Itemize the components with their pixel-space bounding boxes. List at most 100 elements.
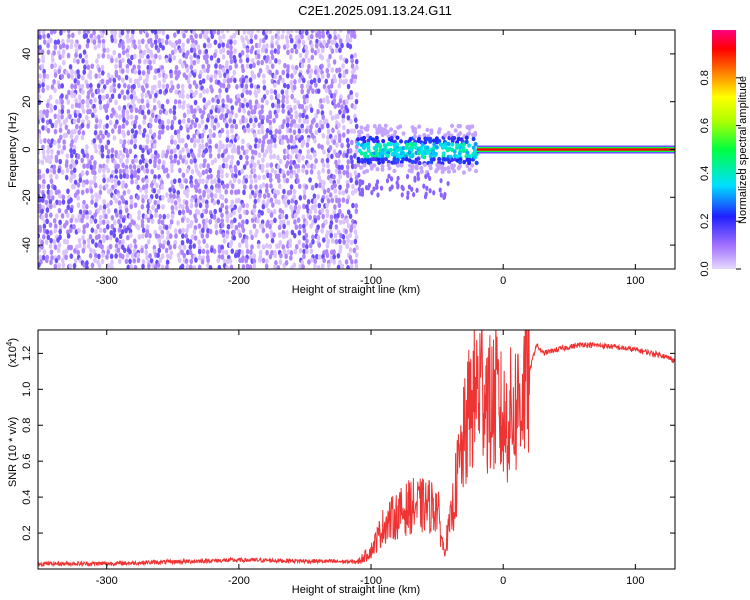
spectrogram-cell: [206, 257, 210, 264]
spectrogram-cell: [49, 178, 54, 185]
spectrogram-cell: [60, 148, 64, 155]
spectrogram-cell: [138, 129, 142, 135]
spectrogram-cell: [220, 168, 224, 175]
spectrogram-cell: [210, 33, 215, 40]
spectrogram-cell: [274, 128, 279, 135]
spectrogram-cell: [162, 159, 166, 166]
spectrogram-cell: [97, 42, 101, 49]
spectrogram-cell: [262, 79, 266, 85]
spectrogram-cell: [334, 238, 339, 245]
spectrogram-cell: [45, 112, 49, 119]
spectrogram-cell: [380, 154, 385, 159]
spectrogram-cell: [137, 39, 142, 45]
spectrogram-cell: [77, 227, 81, 234]
spectrogram-cell: [385, 178, 390, 184]
spectrogram-cell: [257, 192, 262, 199]
spectrogram-cell: [174, 69, 178, 76]
spectrogram-cell: [314, 112, 318, 119]
spectrogram-cell: [161, 30, 166, 36]
spectrogram-cell: [180, 62, 185, 69]
spectrogram-cell: [210, 192, 214, 199]
spectrogram-cell: [132, 164, 137, 170]
spectrogram-cell: [256, 59, 261, 66]
spectrogram-cell: [230, 127, 234, 134]
spectrogram-cell: [94, 197, 99, 204]
spectrogram-cell: [126, 38, 130, 44]
spectrogram-cell: [89, 82, 93, 89]
spectrogram-cell: [348, 37, 353, 43]
spectrogram-cell: [262, 84, 267, 91]
spectrogram-cell: [330, 115, 335, 121]
spectrogram-cell: [248, 193, 253, 200]
spectrogram-cell: [293, 123, 298, 129]
spectrogram-cell: [97, 253, 101, 260]
spectrogram-cell: [137, 44, 142, 50]
spectrogram-cell: [266, 139, 271, 145]
spectrogram-cell: [142, 128, 147, 134]
spectrogram-cell: [81, 130, 86, 136]
spectrogram-cell: [189, 158, 194, 165]
spectrogram-cell: [117, 52, 122, 59]
spectrogram-cell: [224, 204, 229, 211]
spectrogram-cell: [337, 164, 342, 171]
spectrogram-cell: [217, 264, 222, 269]
spectrogram-cell: [106, 249, 111, 255]
spectrogram-cell: [168, 254, 173, 260]
spectrogram-cell: [225, 209, 229, 216]
spectrogram-cell: [136, 224, 141, 231]
y-tick-label: 0: [21, 146, 33, 152]
spectrogram-cell: [156, 67, 161, 74]
spectrogram-cell: [204, 168, 209, 175]
spectrogram-cell: [73, 248, 77, 254]
colorbar-gradient: [712, 30, 736, 269]
spectrogram-cell: [350, 63, 355, 69]
spectrogram-cell: [56, 237, 60, 243]
spectrogram-cell: [96, 53, 101, 59]
spectrogram-cell: [41, 173, 46, 179]
spectrogram-cell: [344, 152, 349, 159]
spectrogram-cell: [161, 83, 166, 90]
spectrogram-cell: [204, 223, 208, 230]
spectrogram-cell: [194, 187, 199, 193]
spectrogram-cell: [422, 132, 427, 138]
spectrogram-cell: [269, 162, 274, 168]
spectrogram-cell: [241, 238, 245, 244]
spectrogram-cell: [290, 229, 295, 236]
colorbar-label: Normalized spectral amplitude: [737, 76, 749, 224]
spectrogram-cell: [210, 179, 214, 185]
spectrogram-cell: [237, 97, 241, 104]
spectrogram-cell: [326, 198, 331, 204]
spectrogram-cell: [85, 210, 89, 216]
spectrogram-cell: [121, 238, 125, 245]
spectrogram-cell: [146, 133, 150, 140]
spectrogram-cell: [336, 212, 340, 219]
spectrogram-cell: [346, 83, 351, 90]
spectrogram-cell: [268, 223, 272, 230]
spectrogram-cell: [110, 264, 114, 269]
spectrogram-cell: [296, 209, 300, 215]
spectrogram-cell: [294, 243, 299, 250]
spectrogram-cell: [129, 232, 133, 239]
spectrogram-cell: [424, 191, 428, 197]
spectrogram-cell: [387, 173, 391, 179]
spectrogram-cell: [474, 160, 479, 166]
spectrogram-cell: [348, 43, 353, 50]
spectrogram-cell: [458, 159, 463, 165]
spectrogram-cell: [198, 255, 202, 261]
spectrogram-cell: [473, 141, 478, 147]
spectrogram-cell: [241, 117, 246, 124]
spectrogram-cell: [97, 167, 102, 174]
spectrogram-cell: [112, 87, 117, 94]
spectrogram-cell: [216, 217, 221, 224]
spectrogram-cell: [467, 167, 472, 172]
spectrogram-cell: [184, 30, 188, 34]
spectrogram-cell: [38, 168, 42, 175]
spectrogram-cell: [289, 107, 293, 114]
spectrogram-cell: [165, 192, 169, 198]
spectrogram-cell: [41, 117, 45, 124]
spectrogram-cell: [129, 107, 134, 114]
spectrogram-cell: [226, 223, 231, 230]
spectrogram-cell: [260, 143, 265, 149]
spectrogram-cell: [281, 69, 286, 76]
spectrogram-cell: [217, 93, 222, 100]
